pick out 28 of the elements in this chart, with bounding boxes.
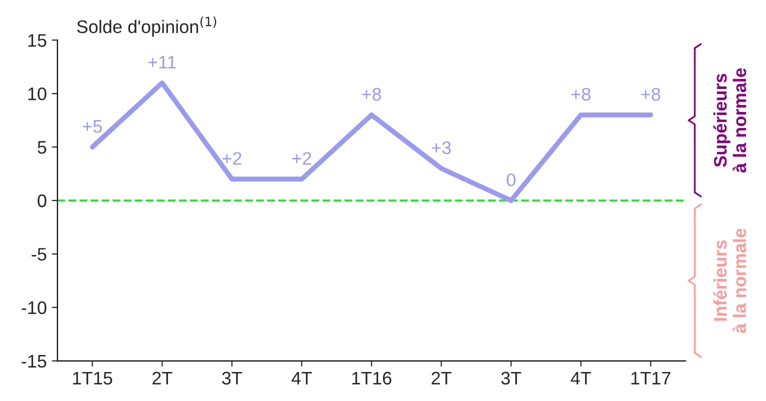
x-tick-label: 3T: [222, 372, 242, 385]
text: Inférieurs à la normale: [713, 228, 746, 333]
x-tick-label: 1T15: [73, 372, 112, 385]
data-label: +8: [362, 88, 382, 101]
x-tick-label: 2T: [152, 372, 172, 384]
data-label: +8: [571, 88, 590, 101]
text: Supérieurs à la normale: [713, 68, 746, 173]
data-label: +8: [641, 88, 660, 101]
data-label: +11: [148, 56, 176, 68]
y-tick-label: 0: [38, 194, 46, 208]
data-label: +5: [82, 120, 102, 133]
y-tick-label: -5: [32, 248, 46, 261]
x-tick-label: 4T: [292, 372, 312, 384]
x-tick-label: 1T17: [631, 372, 670, 384]
y-tick-label: 10: [28, 88, 46, 100]
y-tick-label: 15: [28, 34, 46, 47]
y-tick-label: -15: [22, 355, 46, 368]
data-label: +2: [222, 152, 242, 165]
data-label: 0: [506, 173, 516, 186]
x-tick-label: 4T: [570, 372, 592, 384]
x-tick-label: 1T16: [352, 372, 392, 385]
x-tick-label: 2T: [432, 372, 452, 384]
y-tick-label: -10: [22, 301, 46, 314]
data-label: +3: [432, 141, 451, 154]
y-tick-label: 5: [38, 141, 46, 154]
data-label: +2: [292, 152, 312, 165]
chart-title: Solde d'opinion$^{(1)}$: [77, 16, 216, 37]
x-tick-label: 3T: [501, 372, 522, 385]
